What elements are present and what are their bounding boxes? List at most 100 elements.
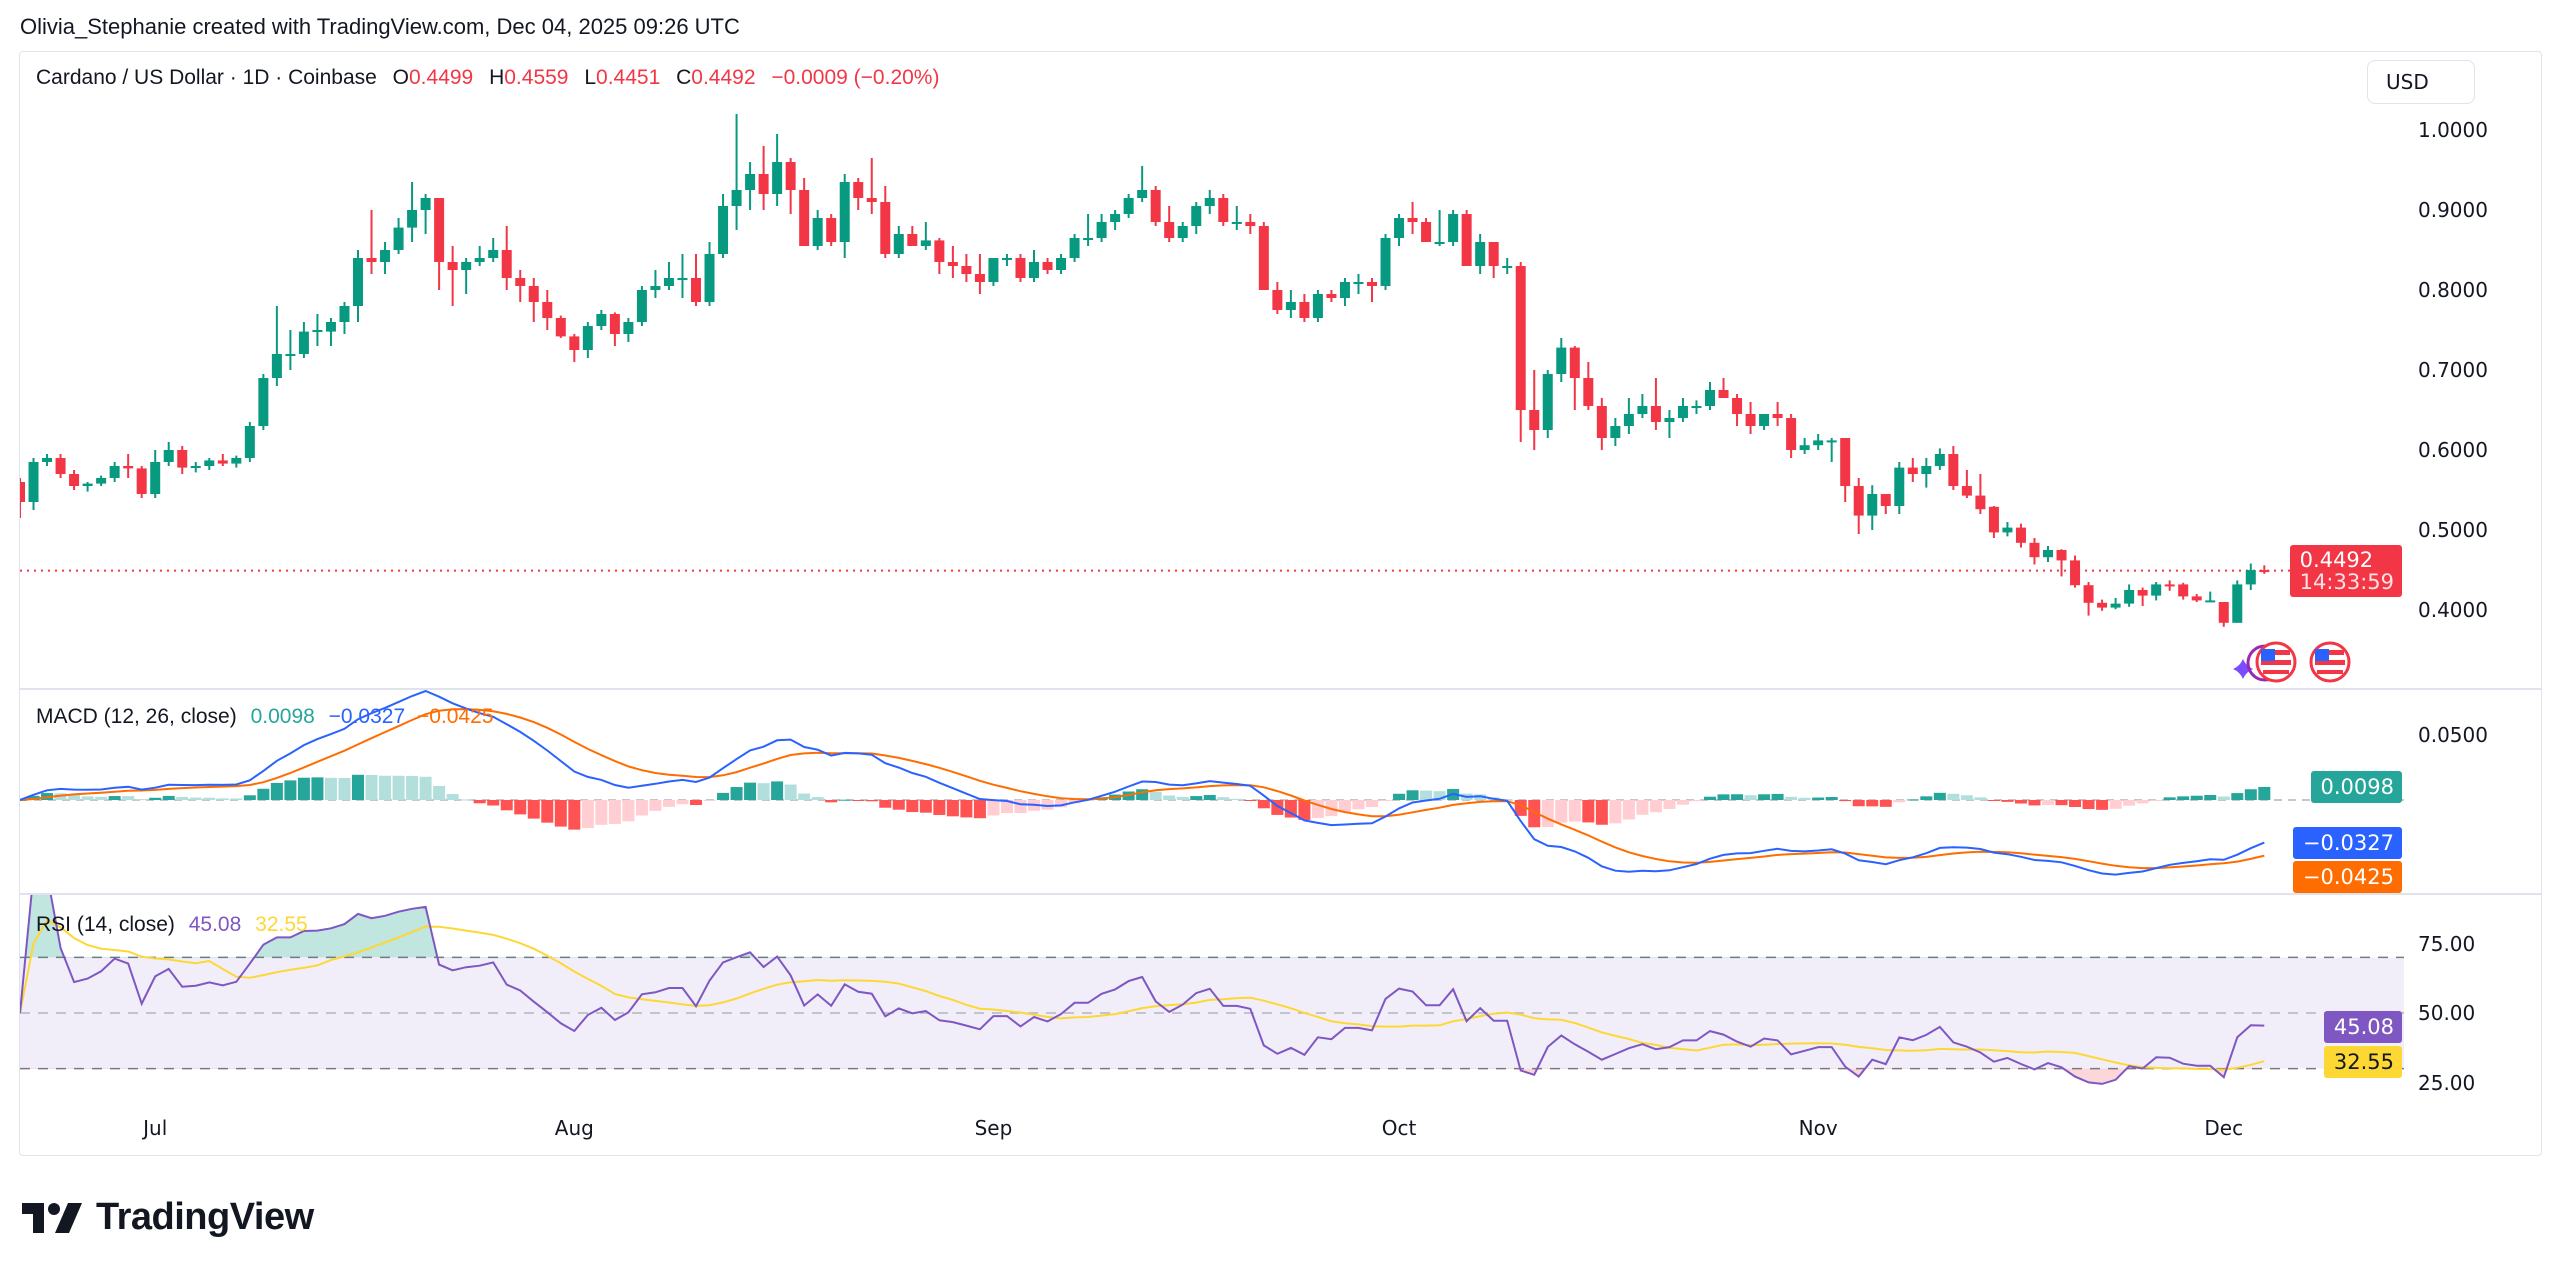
candle <box>839 174 850 258</box>
macd-histogram-bar <box>1663 800 1676 810</box>
macd-histogram-bar <box>676 800 689 805</box>
bar-countdown: 14:33:59 <box>2299 569 2394 594</box>
candle-body <box>1015 258 1026 278</box>
candle <box>123 454 134 478</box>
candle-body <box>271 354 282 378</box>
candle <box>934 238 945 274</box>
macd-histogram-bar <box>622 800 635 822</box>
candle <box>772 134 783 206</box>
macd-signal-value: −0.0425 <box>417 705 494 728</box>
price-tick-label: 1.0000 <box>2418 118 2488 142</box>
candle <box>190 462 201 473</box>
candle-body <box>731 190 742 206</box>
candle-body <box>353 258 363 306</box>
candle <box>1596 398 1607 450</box>
candle <box>447 246 458 306</box>
candle <box>2137 587 2148 606</box>
us-flag-economic-event-icon[interactable] <box>2309 641 2351 683</box>
macd-histogram-bar <box>1366 800 1378 808</box>
rsi-badge: 45.08 <box>2323 1010 2402 1043</box>
macd-histogram-bar <box>1190 796 1203 800</box>
candle <box>663 262 674 290</box>
candle-body <box>366 258 377 262</box>
macd-legend[interactable]: MACD (12, 26, close) 0.0098 −0.0327 −0.0… <box>36 705 494 729</box>
candle-body <box>1380 238 1391 286</box>
candle <box>474 246 485 266</box>
macd-histogram-bar <box>892 800 905 810</box>
macd-histogram-bar <box>1217 797 1230 800</box>
macd-histogram-bar <box>176 796 189 800</box>
candle-body <box>1677 406 1688 418</box>
macd-histogram-bar <box>608 800 621 824</box>
candle <box>2232 580 2243 623</box>
candle-body <box>1934 454 1945 466</box>
candle <box>1934 448 1945 470</box>
macd-histogram-bar <box>581 800 594 829</box>
candle-body <box>1988 506 1999 533</box>
macd-histogram-bar <box>433 785 446 800</box>
tradingview-logo[interactable]: TradingView <box>22 1196 314 1239</box>
candle <box>812 210 823 250</box>
macd-histogram-bar <box>744 782 757 800</box>
candle-body <box>1407 218 1418 222</box>
candle <box>1326 290 1337 302</box>
candle-body <box>82 483 93 486</box>
candle <box>2259 565 2270 574</box>
candle <box>1123 194 1134 218</box>
macd-histogram-bar <box>230 798 243 800</box>
currency-button[interactable]: USD <box>2367 60 2475 104</box>
candle-body <box>1637 406 1648 414</box>
candle-body <box>190 466 201 468</box>
candle <box>2178 582 2189 600</box>
candle <box>1961 470 1972 498</box>
candle <box>1623 398 1634 434</box>
candle-body <box>1272 290 1283 310</box>
rsi-line <box>20 895 2265 1085</box>
rsi-ma-badge: 32.55 <box>2323 1045 2402 1078</box>
candle-body <box>866 198 877 202</box>
macd-histogram-bar <box>189 797 202 800</box>
macd-histogram-bar <box>2231 793 2244 800</box>
candle-body <box>1880 494 1891 506</box>
candle-body <box>1001 258 1012 260</box>
us-flag-economic-event-icon[interactable] <box>2255 641 2297 683</box>
candle <box>609 312 620 346</box>
candle <box>434 198 445 290</box>
candle <box>244 422 255 462</box>
candle <box>271 306 282 386</box>
macd-histogram-bar <box>1771 793 1784 800</box>
candle-body <box>1894 467 1905 506</box>
macd-histogram-bar <box>406 775 419 800</box>
candle-body <box>1813 440 1824 446</box>
candle-body <box>1907 467 1918 474</box>
candle <box>204 458 215 470</box>
macd-histogram-bar <box>1582 800 1595 823</box>
candle-body <box>974 274 985 282</box>
candle-body <box>1772 414 1783 418</box>
rsi-legend[interactable]: RSI (14, close) 45.08 32.55 <box>36 913 308 937</box>
candle-body <box>1488 242 1499 266</box>
low-value: 0.4451 <box>596 66 661 89</box>
candle <box>1001 254 1012 266</box>
candle-body <box>1718 390 1729 398</box>
candle-body <box>961 266 972 274</box>
candle <box>2043 546 2053 562</box>
macd-histogram-bar <box>1136 789 1149 800</box>
macd-histogram-bar <box>1758 794 1771 800</box>
candle-body <box>853 182 864 198</box>
symbol-title[interactable]: Cardano / US Dollar · 1D · Coinbase <box>36 66 377 89</box>
macd-histogram-bar <box>703 800 716 801</box>
candle-body <box>434 198 445 262</box>
macd-histogram-bar <box>2150 800 2163 801</box>
candle <box>1880 494 1891 514</box>
candle-body <box>907 234 918 246</box>
candle <box>1894 462 1905 514</box>
macd-histogram-badge: 0.0098 <box>2310 771 2402 804</box>
macd-histogram-bar <box>1798 797 1811 800</box>
macd-histogram-bar <box>906 800 919 813</box>
candle <box>528 278 539 322</box>
candle-body <box>2178 584 2189 597</box>
macd-title: MACD (12, 26, close) <box>36 705 237 728</box>
candle-body <box>204 460 215 466</box>
